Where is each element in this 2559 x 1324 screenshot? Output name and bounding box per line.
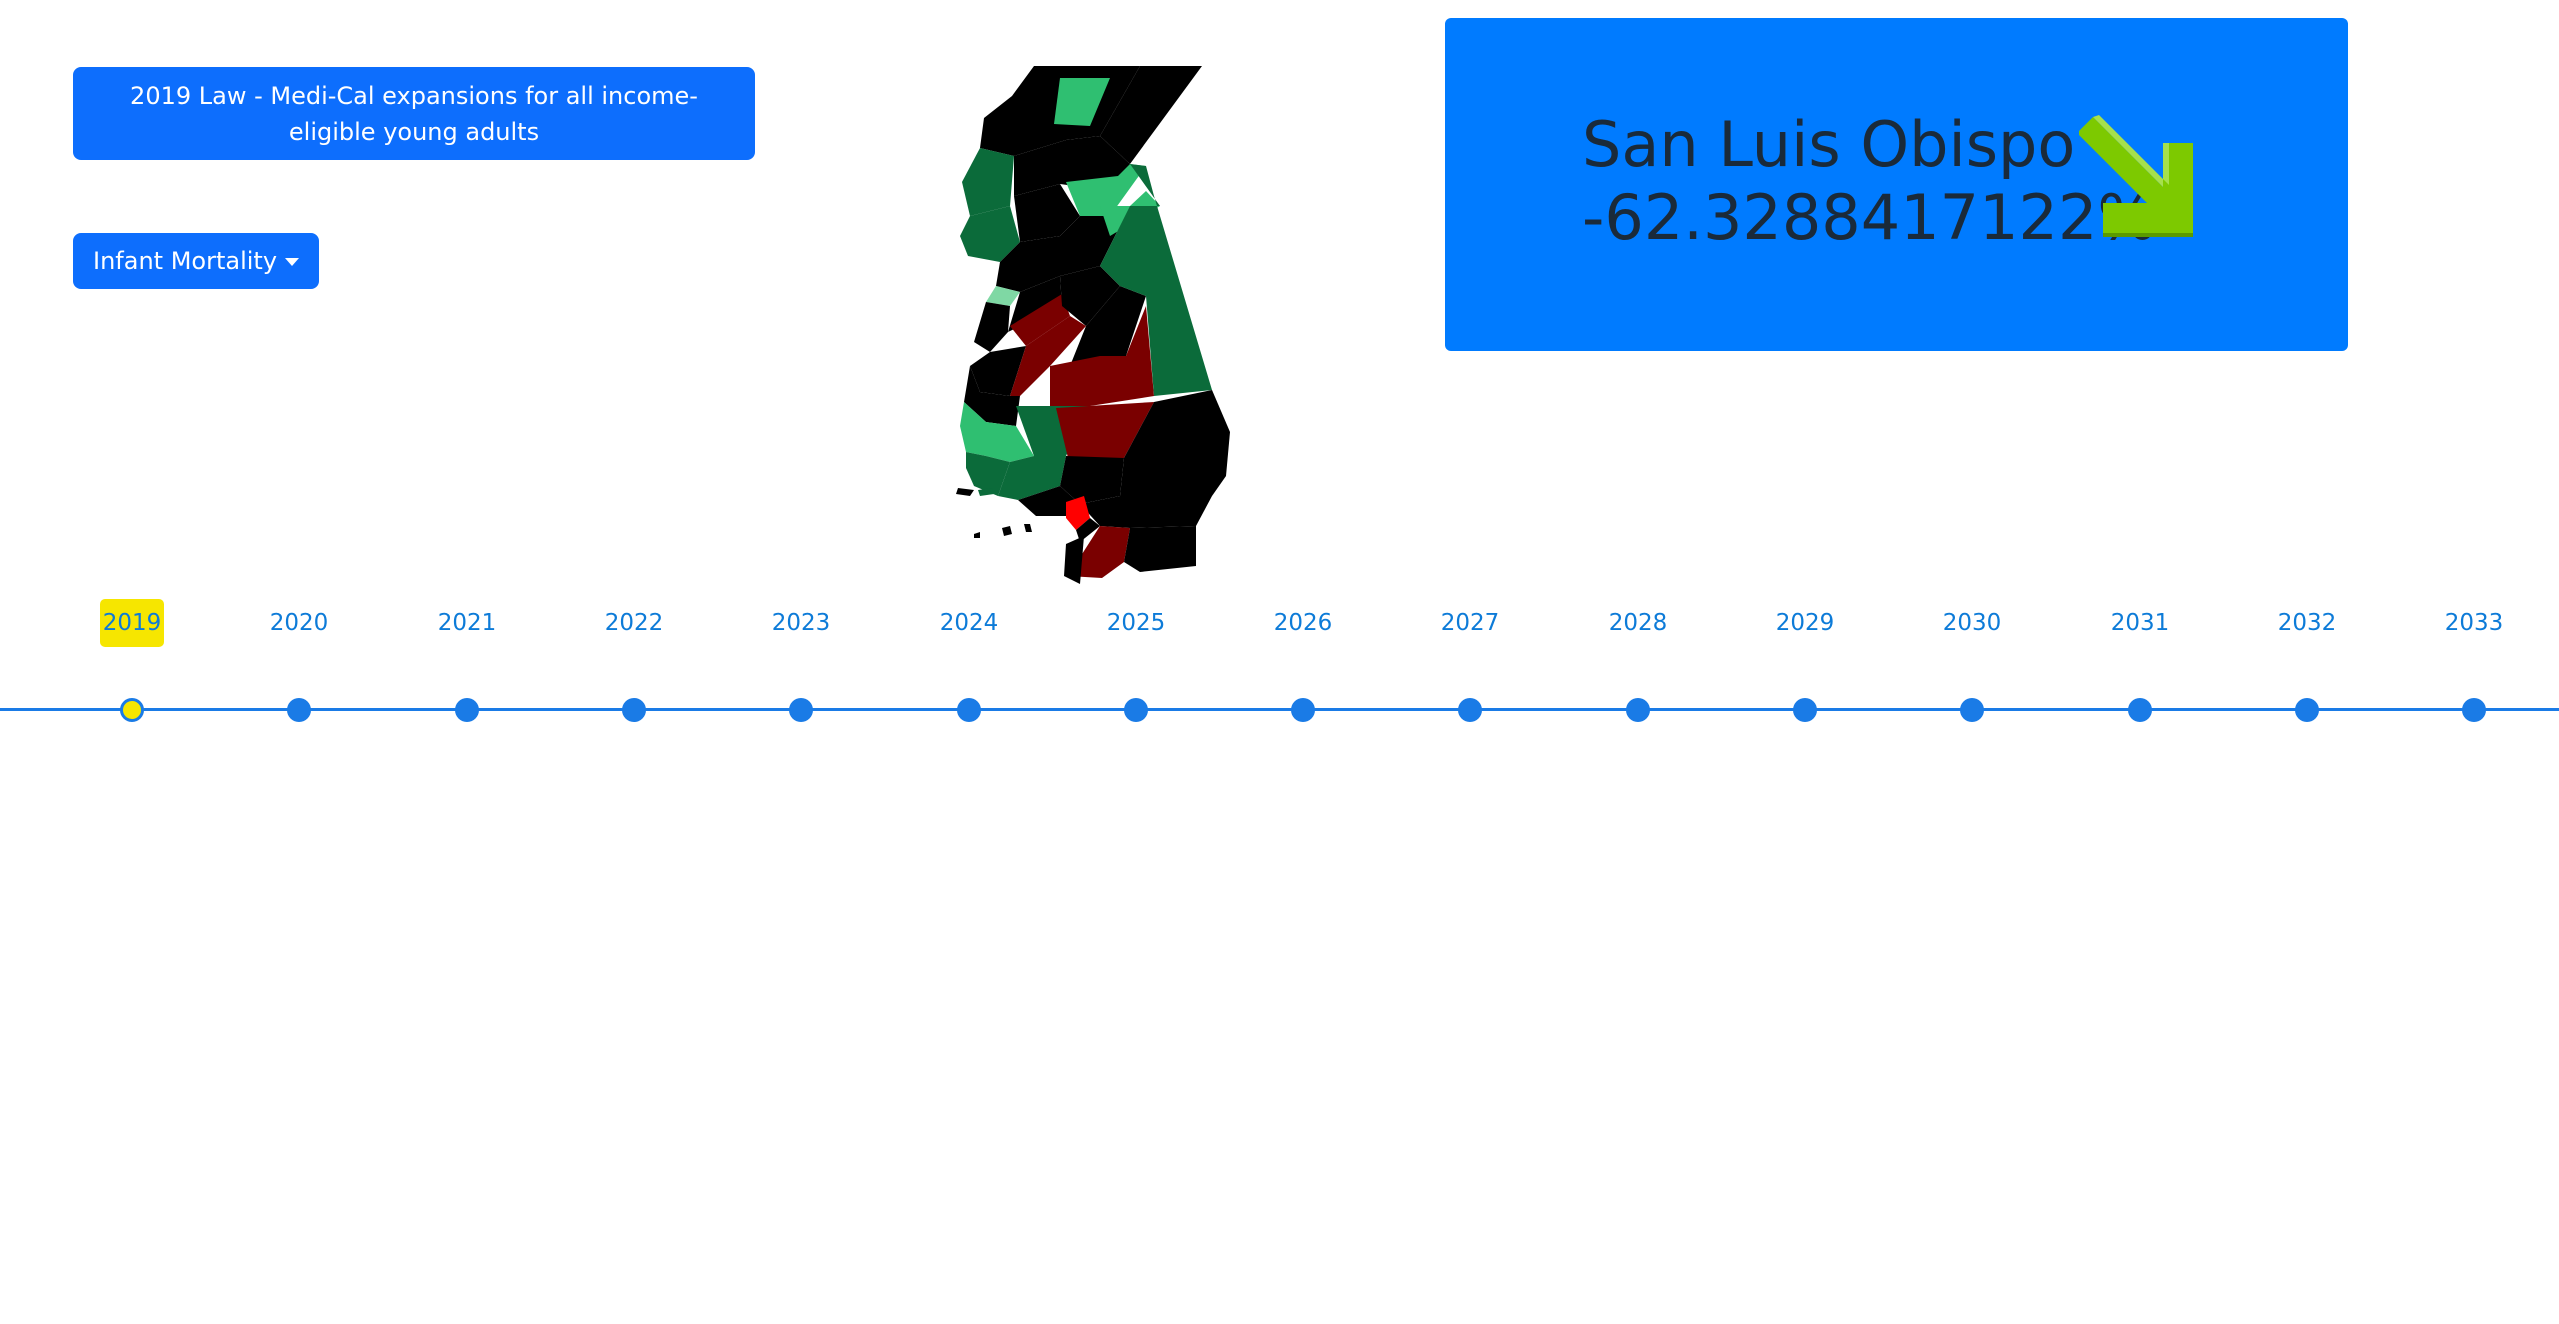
county-region[interactable] [1076,518,1100,542]
timeline-year-2019[interactable]: 2019 [100,599,164,647]
timeline-dot-2032[interactable] [2295,698,2319,722]
timeline-year-2029[interactable]: 2029 [1775,610,1835,636]
timeline-dot-2023[interactable] [789,698,813,722]
county-region[interactable] [1124,526,1196,572]
county-region[interactable] [966,452,1010,496]
county-region[interactable] [1018,486,1080,516]
county-region[interactable] [1050,306,1154,406]
county-region[interactable] [1080,496,1212,528]
timeline-dot-2028[interactable] [1626,698,1650,722]
county-region[interactable] [1068,526,1130,578]
county-region[interactable] [1010,294,1070,346]
county-region[interactable] [1100,164,1212,396]
timeline-year-2026[interactable]: 2026 [1273,610,1333,636]
county-change-value: -62.3288417122% [1582,181,2157,254]
county-region[interactable] [1100,66,1202,164]
timeline-dot-2022[interactable] [622,698,646,722]
timeline-year-2022[interactable]: 2022 [604,610,664,636]
county-region[interactable] [1066,496,1090,530]
county-region[interactable] [1060,266,1120,326]
county-region[interactable] [1060,456,1124,504]
timeline-axis [0,708,2559,711]
county-region[interactable] [974,302,1010,352]
county-region[interactable] [1064,536,1084,584]
county-region[interactable] [986,422,1034,462]
county-region[interactable] [964,366,1020,426]
island [1024,524,1032,532]
county-region[interactable] [962,148,1014,216]
county-region[interactable] [970,346,1026,396]
timeline-dot-2021[interactable] [455,698,479,722]
law-button-label: 2019 Law - Medi-Cal expansions for all i… [130,81,698,146]
timeline-year-2032[interactable]: 2032 [2277,610,2337,636]
county-name: San Luis Obispo [1582,108,2076,181]
timeline-dot-2029[interactable] [1793,698,1817,722]
timeline-year-2025[interactable]: 2025 [1106,610,1166,636]
county-region[interactable] [960,402,986,456]
county-region[interactable] [1008,276,1062,332]
timeline-dot-2027[interactable] [1458,698,1482,722]
island [974,532,980,538]
timeline-year-2024[interactable]: 2024 [939,610,999,636]
metric-dropdown-label: Infant Mortality [93,247,278,275]
timeline-year-2027[interactable]: 2027 [1440,610,1500,636]
timeline-year-2020[interactable]: 2020 [269,610,329,636]
island [978,488,994,496]
county-region[interactable] [1070,286,1146,366]
timeline-year-2030[interactable]: 2030 [1942,610,2002,636]
county-region[interactable] [960,206,1020,262]
timeline-year-2033[interactable]: 2033 [2444,610,2504,636]
county-region[interactable] [1056,402,1154,458]
timeline-year-2021[interactable]: 2021 [437,610,497,636]
california-county-map[interactable] [950,66,1250,584]
timeline-dot-2031[interactable] [2128,698,2152,722]
timeline-dot-2025[interactable] [1124,698,1148,722]
law-button[interactable]: 2019 Law - Medi-Cal expansions for all i… [73,67,755,160]
timeline-dot-2026[interactable] [1291,698,1315,722]
county-region[interactable] [986,286,1020,306]
info-card: San Luis Obispo -62.3288417122% [1445,18,2348,351]
timeline-dot-2019[interactable] [120,698,144,722]
county-region[interactable] [1120,390,1230,496]
county-region[interactable] [996,236,1060,292]
timeline-year-2028[interactable]: 2028 [1608,610,1668,636]
timeline-dot-2020[interactable] [287,698,311,722]
metric-dropdown[interactable]: Infant Mortality [73,233,320,289]
county-region[interactable] [1066,164,1146,216]
county-region[interactable] [1014,184,1080,242]
county-region[interactable] [998,456,1066,500]
timeline-dot-2030[interactable] [1960,698,1984,722]
island [956,488,974,496]
caret-down-icon [285,258,300,266]
timeline-dot-2033[interactable] [2462,698,2486,722]
timeline-year-2023[interactable]: 2023 [771,610,831,636]
county-region[interactable] [1054,78,1110,126]
timeline-year-2031[interactable]: 2031 [2110,610,2170,636]
down-right-arrow-icon [2079,115,2193,237]
county-region[interactable] [1010,316,1086,396]
island [1002,526,1012,536]
timeline-dot-2024[interactable] [957,698,981,722]
